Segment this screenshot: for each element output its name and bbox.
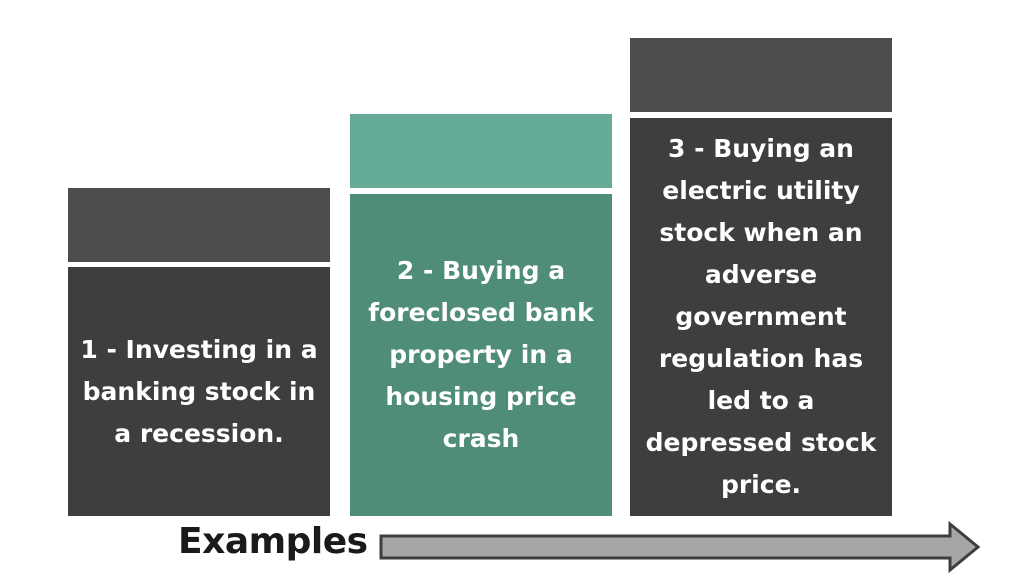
right-arrow-icon: [379, 520, 981, 574]
examples-label: Examples: [178, 521, 368, 562]
block-2-text: 2 - Buying a foreclosed bank property in…: [368, 256, 594, 453]
block-1-cap: [68, 188, 330, 262]
block-2-cap: [350, 114, 612, 188]
block-3-text: 3 - Buying an electric utility stock whe…: [645, 134, 877, 499]
block-3-cap: [630, 38, 892, 112]
block-3-body: 3 - Buying an electric utility stock whe…: [630, 118, 892, 516]
block-2-body: 2 - Buying a foreclosed bank property in…: [350, 194, 612, 516]
block-1-text: 1 - Investing in a banking stock in a re…: [80, 334, 318, 448]
block-1-body: 1 - Investing in a banking stock in a re…: [68, 267, 330, 516]
